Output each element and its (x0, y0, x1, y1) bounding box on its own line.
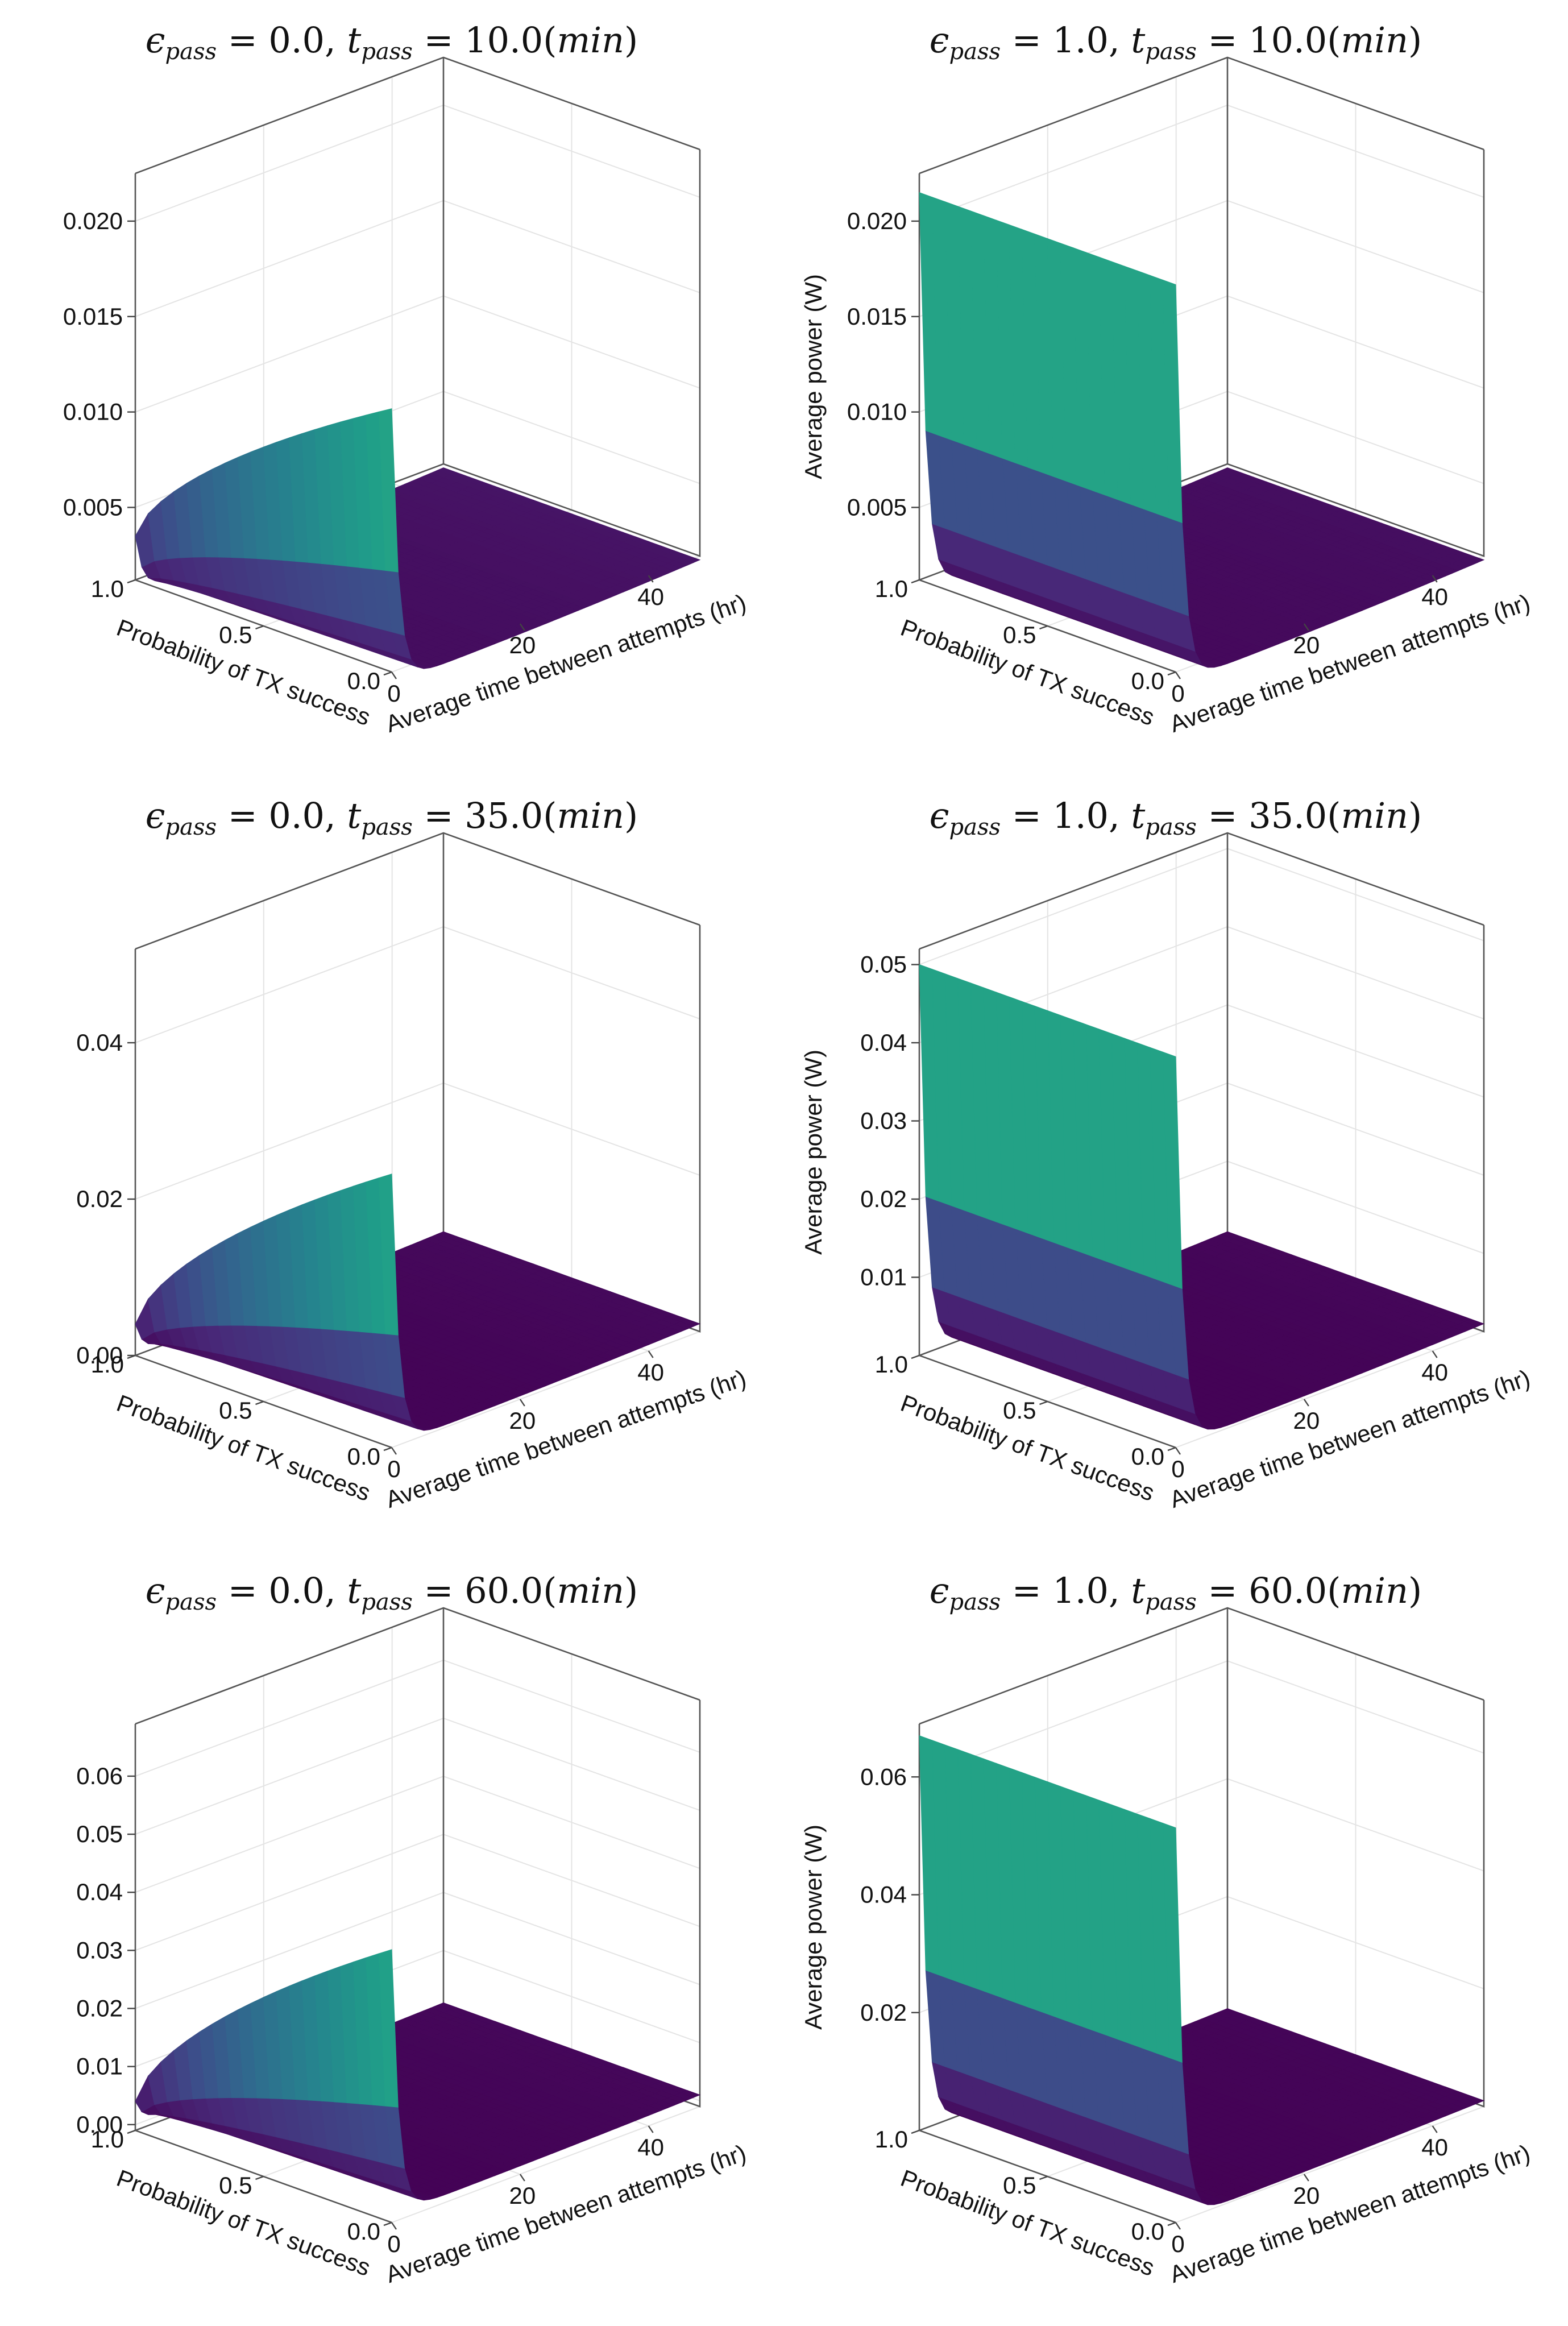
surface (919, 964, 1485, 1430)
z-axis-label: Average power (W) (800, 1050, 827, 1255)
surface (919, 1735, 1485, 2205)
chart-title: ϵpass = 0.0, tpass = 10.0(min) (146, 19, 638, 65)
x-tick-label: 40 (637, 2134, 664, 2161)
x-tick-label: 40 (637, 583, 664, 610)
surface (135, 1174, 701, 1431)
panel-1: ϵpass = 0.0, tpass = 10.0(min) 0.005 0.010… (0, 0, 784, 776)
z-tick-label: 0.03 (860, 1108, 907, 1134)
y-tick-label: 1.0 (91, 2126, 124, 2153)
x-tick-label: 0 (387, 1456, 400, 1482)
y-tick-label: 1.0 (875, 1351, 908, 1378)
chart-title: ϵpass = 1.0, tpass = 60.0(min) (930, 1570, 1422, 1615)
z-tick-label: 0.010 (847, 399, 907, 425)
y-tick-label: 0.0 (1131, 1443, 1164, 1470)
y-tick-label: 0.0 (1131, 667, 1164, 694)
chart-title: ϵpass = 0.0, tpass = 60.0(min) (146, 1570, 638, 1615)
x-tick-label: 40 (1421, 583, 1448, 610)
z-tick-label: 0.00 (76, 1342, 123, 1369)
y-tick-label: 0.5 (219, 1397, 252, 1424)
z-tick-label: 0.015 (63, 303, 123, 330)
z-tick-label: 0.04 (76, 1029, 123, 1056)
axis-frame (133, 56, 701, 673)
z-tick-label: 0.01 (76, 2053, 123, 2080)
x-tick-label: 20 (1293, 2182, 1320, 2209)
z-tick-label: 0.01 (860, 1264, 907, 1291)
z-tick-label: 0.02 (76, 1185, 123, 1212)
panel-5: ϵpass = 0.0, tpass = 60.0(min) 0.00 0.01 0.… (0, 1550, 784, 2326)
z-tick-label: 0.020 (63, 208, 123, 234)
y-tick-label: 1.0 (91, 575, 124, 602)
chart-svg: ϵpass = 1.0, tpass = 35.0(min) 0.01 0.02 0.… (800, 795, 1533, 1513)
chart-svg: ϵpass = 1.0, tpass = 60.0(min) 0.02 0.04 0.… (800, 1570, 1533, 2288)
x-tick-label: 0 (387, 2230, 400, 2257)
z-axis-label: Average power (W) (800, 1825, 827, 2030)
y-tick-label: 1.0 (875, 2126, 908, 2153)
surface (135, 1949, 701, 2201)
y-tick-label: 0.5 (219, 621, 252, 648)
surface (135, 408, 701, 669)
y-tick-label: 0.0 (347, 2218, 380, 2245)
z-tick-label: 0.06 (76, 1763, 123, 1789)
chart-title: ϵpass = 1.0, tpass = 35.0(min) (930, 795, 1422, 840)
z-tick-label: 0.005 (63, 494, 123, 520)
y-tick-label: 0.5 (1003, 621, 1036, 648)
z-tick-label: 0.02 (860, 1185, 907, 1212)
chart-title: ϵpass = 1.0, tpass = 10.0(min) (930, 19, 1422, 65)
z-tick-label: 0.02 (860, 1999, 907, 2026)
panel-6: ϵpass = 1.0, tpass = 60.0(min) 0.02 0.04 0.… (784, 1550, 1568, 2326)
chart-svg: ϵpass = 0.0, tpass = 10.0(min) 0.005 0.010… (63, 19, 749, 737)
chart-svg: ϵpass = 0.0, tpass = 60.0(min)0.000.010.… (76, 1570, 749, 2288)
y-tick-label: 0.5 (1003, 1397, 1036, 1424)
x-tick-label: 20 (509, 1407, 536, 1434)
panel-4: ϵpass = 1.0, tpass = 35.0(min) 0.01 0.02 0.… (784, 776, 1568, 1551)
x-tick-label: 0 (1171, 680, 1184, 707)
z-tick-label: 0.05 (76, 1821, 123, 1847)
panel-2: ϵpass = 1.0, tpass = 10.0(min) 0.005 0.010… (784, 0, 1568, 776)
z-tick-label: 0.04 (860, 1881, 907, 1908)
z-tick-label: 0.04 (76, 1879, 123, 1905)
y-tick-label: 0.5 (1003, 2172, 1036, 2199)
x-tick-label: 20 (509, 2182, 536, 2209)
z-tick-label: 0.02 (76, 1995, 123, 2022)
x-tick-label: 0 (1171, 1456, 1184, 1482)
surface (919, 192, 1485, 668)
x-tick-label: 20 (1293, 1407, 1320, 1434)
x-tick-label: 20 (509, 632, 536, 658)
y-tick-label: 0.5 (219, 2172, 252, 2199)
z-tick-label: 0.00 (76, 2111, 123, 2138)
x-tick-label: 40 (1421, 2134, 1448, 2161)
y-tick-label: 0.0 (347, 1443, 380, 1470)
z-tick-label: 0.005 (847, 494, 907, 520)
z-tick-label: 0.020 (847, 208, 907, 234)
z-tick-label: 0.015 (847, 303, 907, 330)
chart-svg: ϵpass = 1.0, tpass = 10.0(min) 0.005 0.010… (800, 19, 1533, 737)
z-tick-label: 0.06 (860, 1763, 907, 1790)
y-tick-label: 0.0 (1131, 2218, 1164, 2245)
chart-title: ϵpass = 0.0, tpass = 35.0(min) (146, 795, 638, 840)
x-tick-label: 40 (1421, 1359, 1448, 1386)
y-tick-label: 1.0 (875, 575, 908, 602)
z-tick-label: 0.05 (860, 951, 907, 978)
x-tick-label: 0 (387, 680, 400, 707)
y-tick-label: 0.0 (347, 667, 380, 694)
z-tick-label: 0.010 (63, 399, 123, 425)
y-tick-label: 1.0 (91, 1351, 124, 1378)
x-tick-label: 0 (1171, 2230, 1184, 2257)
z-axis-label: Average power (W) (800, 274, 827, 479)
z-tick-label: 0.04 (860, 1029, 907, 1056)
z-tick-label: 0.03 (76, 1937, 123, 1963)
x-tick-label: 20 (1293, 632, 1320, 658)
x-tick-label: 40 (637, 1359, 664, 1386)
panel-3: ϵpass = 0.0, tpass = 35.0(min) 0.00 0.02 0.… (0, 776, 784, 1551)
chart-svg: ϵpass = 0.0, tpass = 35.0(min)0.000.020.… (76, 795, 749, 1513)
